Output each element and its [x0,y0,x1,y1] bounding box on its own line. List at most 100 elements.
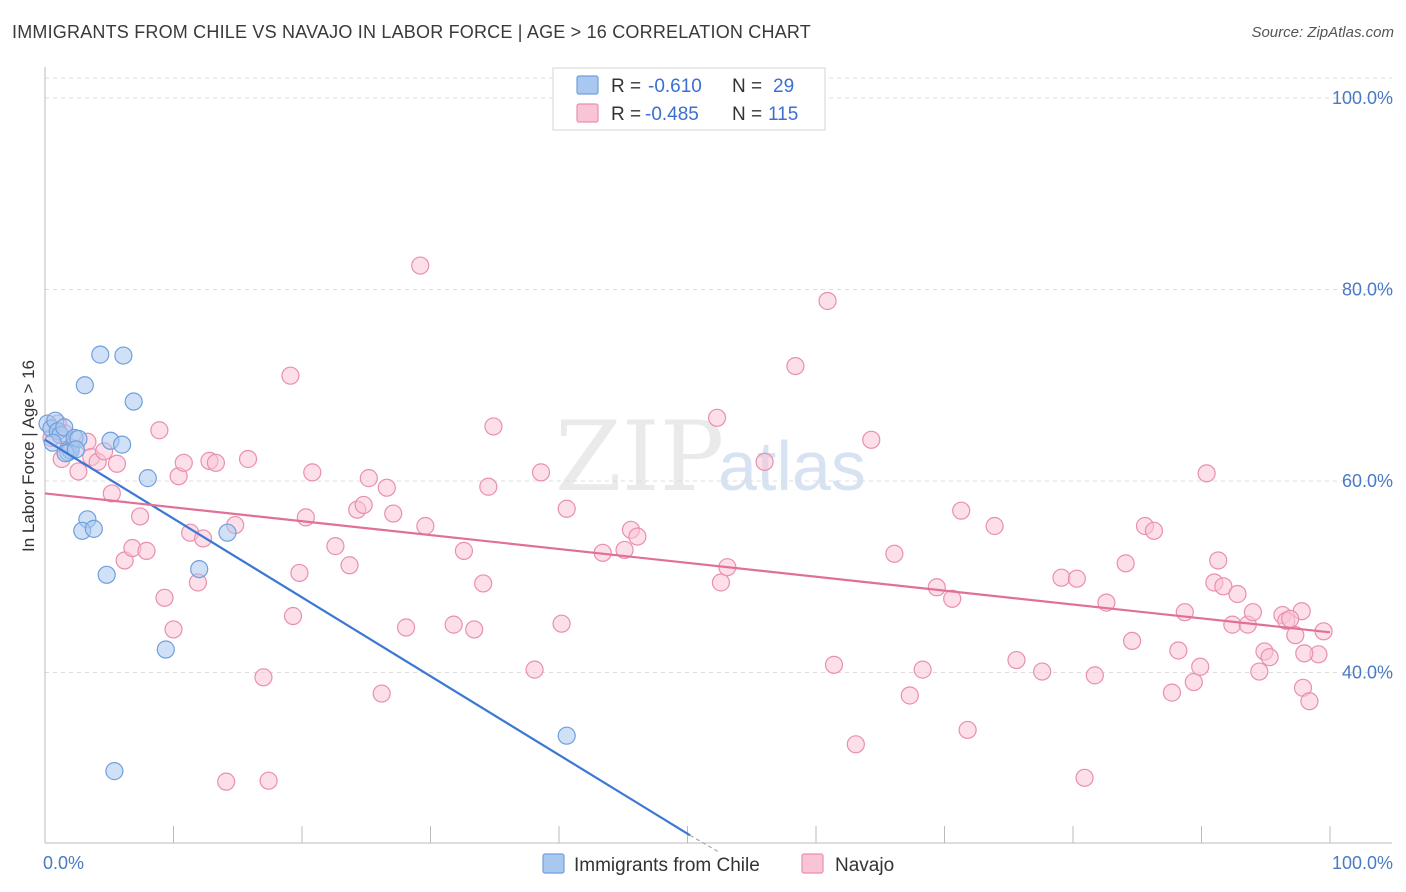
point-navajo [1007,650,1026,670]
point-navajo [1191,657,1210,676]
point-navajo [1184,672,1203,692]
bottom-legend-swatch-chile [542,853,565,874]
point-navajo [786,357,805,376]
point-chile [138,469,157,488]
point-navajo [913,660,932,679]
point-chile [84,519,103,538]
point-navajo [474,574,493,593]
point-navajo [1144,521,1164,540]
y-tick-label: 60.0% [1342,471,1393,491]
point-navajo [164,620,183,639]
y-tick-labels: 100.0% 80.0% 60.0% 40.0% [1332,88,1393,683]
point-navajo [1260,648,1279,667]
point-navajo [885,544,904,563]
bottom-legend-label-navajo: Navajo [835,855,894,876]
point-chile [557,726,576,745]
point-navajo [818,291,837,311]
point-navajo [1197,464,1216,483]
point-navajo [1116,554,1135,573]
y-axis-label: In Labor Force | Age > 16 [19,360,38,552]
point-navajo [1162,683,1182,702]
legend-n-label: N = [732,104,762,125]
point-navajo [484,417,503,436]
watermark-atlas: atlas [718,427,866,505]
point-navajo [465,620,484,639]
y-tick-label: 40.0% [1342,663,1393,683]
point-navajo [454,541,474,560]
point-chile [156,640,175,659]
point-navajo [1300,692,1319,711]
point-navajo [943,589,962,608]
legend-swatch-chile [576,75,599,95]
legend-r-label: R = [611,104,641,125]
point-navajo [927,578,946,597]
point-navajo [900,686,919,705]
point-navajo [174,453,193,472]
point-navajo [281,366,300,385]
x-tick-label-left: 0.0% [43,853,84,873]
point-navajo [952,501,971,520]
point-navajo [137,541,156,560]
point-navajo [1223,615,1242,634]
point-navajo [711,573,731,592]
data-points [38,256,1333,791]
point-navajo [340,556,359,575]
point-navajo [615,540,634,560]
point-navajo [326,537,345,556]
point-navajo [384,504,403,523]
point-navajo [1243,603,1263,622]
trend-lines [44,438,1331,854]
point-navajo [846,735,865,754]
x-tick-label-right: 100.0% [1332,853,1393,873]
point-chile [124,392,143,411]
x-tick-labels: 0.0% 100.0% [43,853,1393,873]
point-navajo [1286,626,1305,645]
watermark-zip: ZIP [555,401,724,513]
point-navajo [1169,641,1188,660]
point-navajo [628,527,647,546]
point-navajo [354,495,373,515]
point-navajo [1085,666,1104,685]
point-navajo [824,655,844,674]
point-navajo [1067,569,1086,588]
point-navajo [1209,551,1228,570]
axes [44,67,1392,844]
point-navajo [707,408,727,427]
point-navajo [130,507,150,526]
point-navajo [444,615,463,634]
point-navajo [1250,662,1269,681]
point-navajo [238,449,258,469]
point-navajo [102,484,121,503]
chart-title: IMMIGRANTS FROM CHILE VS NAVAJO IN LABOR… [12,22,811,42]
point-navajo [359,469,378,488]
bottom-legend-label-chile: Immigrants from Chile [574,855,760,876]
point-navajo [69,462,88,481]
point-chile [75,376,94,395]
point-chile [112,435,132,454]
point-navajo [155,588,174,607]
point-navajo [552,614,571,633]
point-chile [105,762,124,781]
bottom-legend: Immigrants from Chile Navajo [542,853,894,876]
point-chile [97,565,116,584]
point-navajo [958,720,977,740]
point-navajo [755,452,774,471]
point-navajo [557,499,576,518]
watermark: ZIP atlas [555,401,866,513]
y-tick-label: 100.0% [1332,88,1393,108]
trend-line-navajo [44,492,1331,634]
point-navajo [259,771,278,790]
y-tick-label: 80.0% [1342,280,1393,300]
point-navajo [479,477,498,496]
point-navajo [411,256,430,275]
point-navajo [1295,644,1314,663]
point-navajo [217,772,236,791]
point-navajo [396,618,416,637]
point-navajo [1281,609,1300,628]
legend-n-value-chile: 29 [773,76,794,97]
point-navajo [372,684,391,703]
point-navajo [1052,568,1071,587]
point-chile [114,346,133,365]
bottom-legend-swatch-navajo [801,853,824,874]
